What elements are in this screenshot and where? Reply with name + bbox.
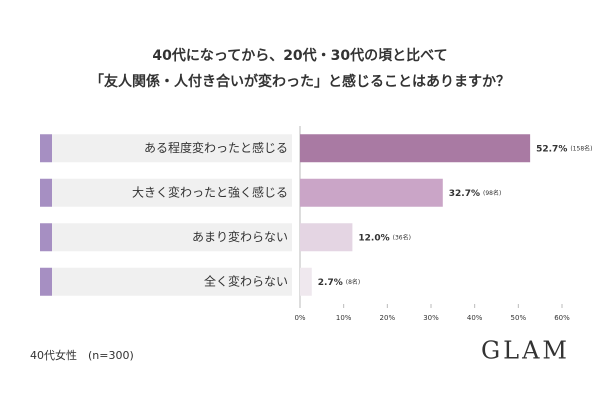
category-marker: [40, 134, 52, 163]
value-label: 52.7% (158名): [536, 144, 592, 154]
x-tick-label: 50%: [511, 314, 527, 322]
category-box: [52, 267, 292, 296]
value-count: (98名): [483, 188, 501, 196]
value-label: 2.7% (8名): [318, 277, 360, 287]
x-tick-label: 30%: [423, 314, 439, 322]
category-box: [52, 134, 292, 163]
category-marker: [40, 178, 52, 207]
value-percent: 52.7%: [536, 144, 567, 154]
bar: [300, 223, 353, 252]
bar: [300, 134, 531, 163]
value-count: (158名): [570, 144, 592, 152]
category-marker: [40, 267, 52, 296]
x-tick-label: 40%: [467, 314, 483, 322]
x-tick-label: 20%: [380, 314, 396, 322]
value-percent: 12.0%: [358, 233, 389, 243]
chart-title: 40代になってから、20代・30代の頃と比べて: [152, 47, 447, 64]
value-count: (36名): [393, 233, 411, 241]
bar: [300, 178, 443, 207]
value-percent: 32.7%: [449, 188, 480, 198]
category-box: [52, 223, 292, 252]
bar: [300, 267, 312, 296]
value-label: 32.7% (98名): [449, 188, 502, 198]
brand: GLAM: [481, 337, 570, 365]
x-tick-label: 0%: [294, 314, 305, 322]
category-label: あまり変わらない: [192, 229, 288, 244]
category-box: [52, 178, 292, 207]
category-label: ある程度変わったと感じる: [144, 140, 288, 155]
category-label: 大きく変わったと強く感じる: [132, 184, 288, 199]
category-marker: [40, 223, 52, 252]
value-label: 12.0% (36名): [358, 233, 411, 243]
x-tick-label: 10%: [336, 314, 352, 322]
value-percent: 2.7%: [318, 277, 343, 287]
footnote: 40代女性 (n=300): [30, 348, 134, 362]
value-count: (8名): [346, 277, 361, 285]
x-tick-label: 60%: [554, 314, 570, 322]
chart-subtitle: 「友人関係・人付き合いが変わった」と感じることはありますか？: [90, 73, 510, 90]
category-label: 全く変わらない: [204, 273, 288, 288]
